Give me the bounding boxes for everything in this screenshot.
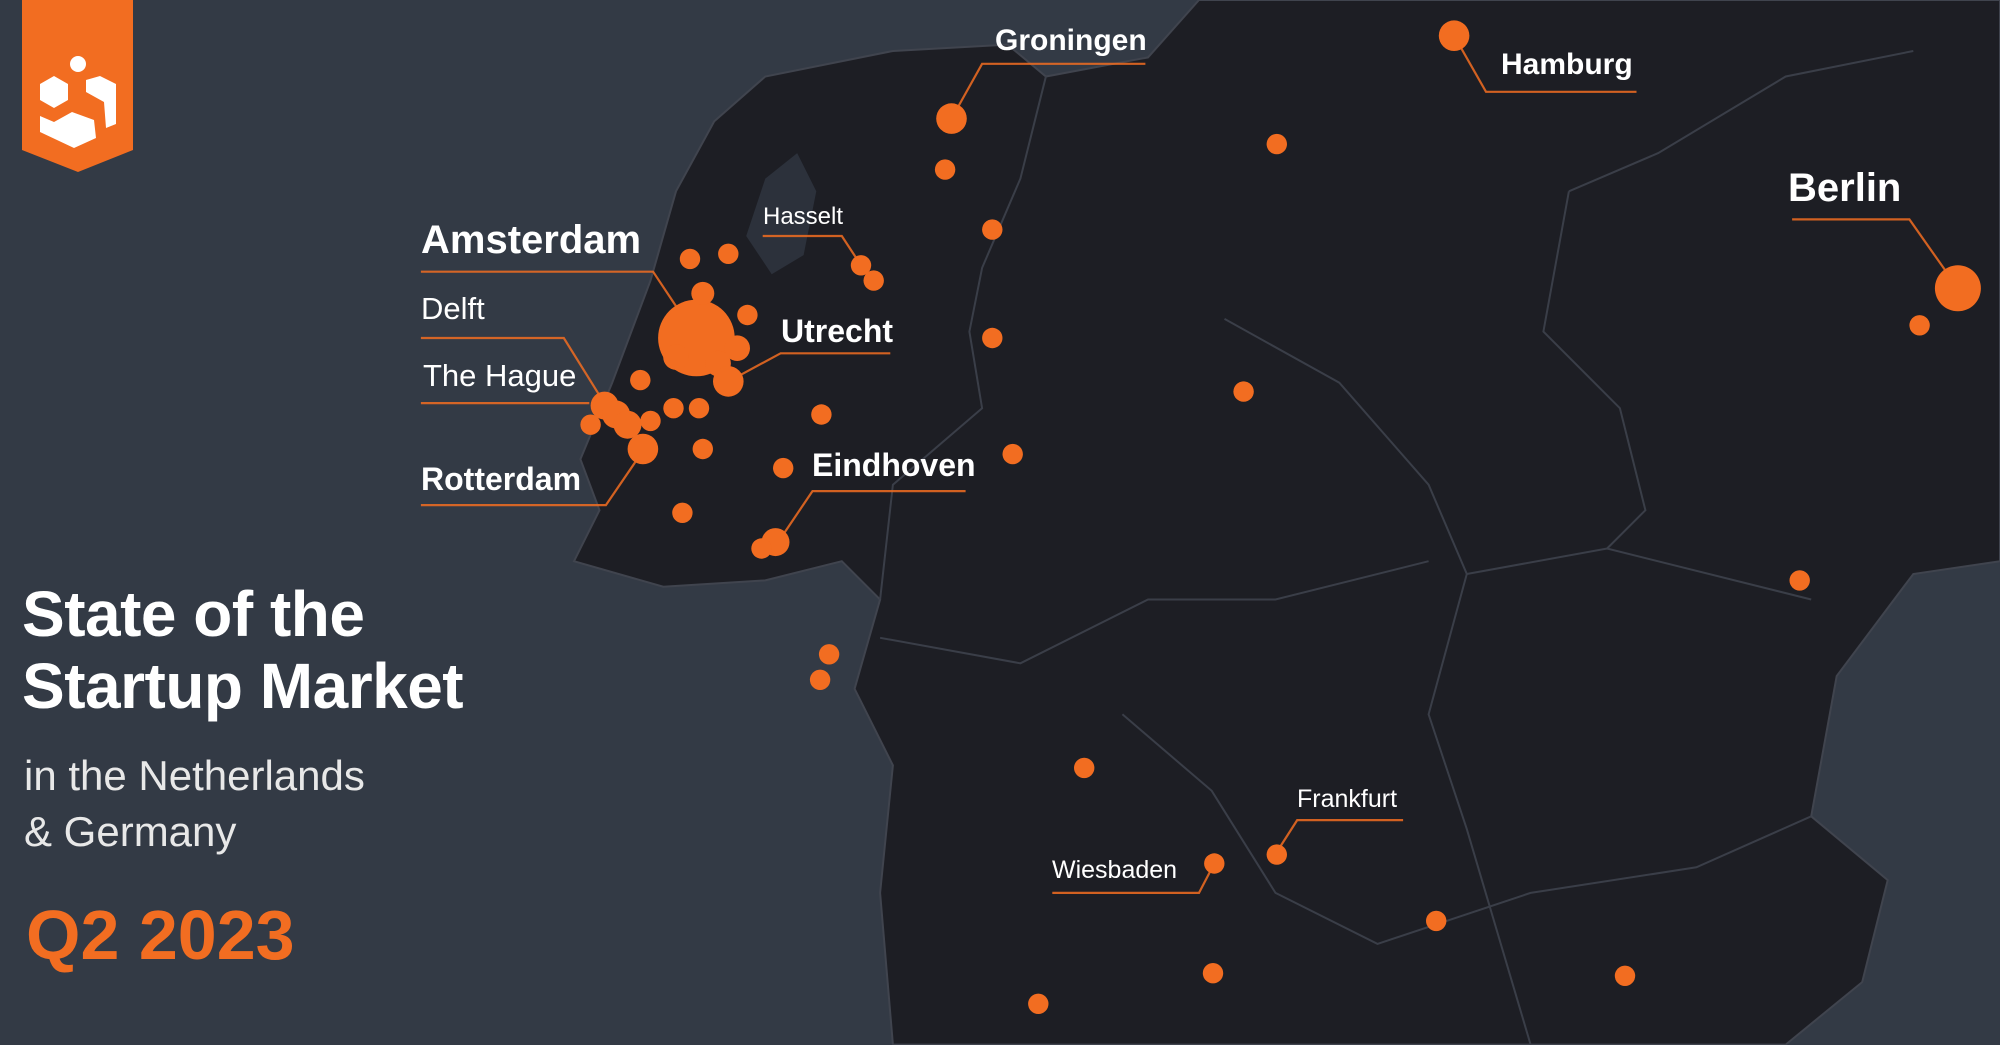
- startup-marker: [613, 410, 642, 439]
- startup-marker: [1074, 757, 1095, 779]
- leader-line: [762, 234, 862, 266]
- label-delft: Delft: [421, 291, 485, 326]
- startup-marker: [936, 103, 967, 134]
- region-border: [879, 76, 1047, 600]
- startup-marker: [627, 433, 659, 465]
- label-amsterdam: Amsterdam: [421, 218, 641, 262]
- startup-marker: [1002, 443, 1023, 465]
- subtitle-line-2: & Germany: [24, 808, 237, 855]
- leader-line: [420, 336, 601, 396]
- startup-marker: [580, 414, 601, 435]
- startup-markers: [580, 20, 1981, 1014]
- startup-marker: [737, 304, 758, 326]
- period-label: Q2 2023: [26, 896, 295, 974]
- leader-line: [1453, 35, 1637, 93]
- startup-marker: [1028, 993, 1049, 1014]
- label-wiesbaden: Wiesbaden: [1052, 856, 1177, 884]
- label-hamburg: Hamburg: [1501, 48, 1633, 81]
- label-rotterdam: Rotterdam: [421, 461, 581, 497]
- startup-marker: [672, 502, 693, 523]
- label-frankfurt: Frankfurt: [1297, 785, 1397, 813]
- startup-marker: [850, 255, 872, 276]
- startup-marker: [934, 159, 956, 180]
- leader-line: [420, 270, 677, 307]
- startup-marker: [811, 404, 832, 425]
- startup-marker: [679, 248, 701, 270]
- startup-marker: [713, 366, 744, 397]
- region-borders: [879, 50, 1914, 1045]
- startup-marker: [773, 457, 794, 479]
- label-leader-lines: [420, 35, 1959, 895]
- startup-marker: [630, 369, 651, 391]
- leader-line: [777, 490, 966, 543]
- region-border: [1568, 50, 1914, 193]
- leader-line: [950, 62, 1146, 120]
- startup-marker: [1233, 381, 1254, 402]
- startup-marker: [1789, 570, 1810, 591]
- label-the-hague: The Hague: [423, 358, 576, 393]
- startup-marker: [692, 438, 713, 460]
- leader-line: [1275, 818, 1404, 853]
- startup-marker: [1438, 20, 1470, 51]
- startup-marker: [1202, 963, 1224, 984]
- startup-marker: [1934, 265, 1981, 312]
- label-utrecht: Utrecht: [781, 313, 893, 349]
- startup-marker: [1266, 844, 1288, 865]
- startup-marker: [863, 270, 884, 291]
- startup-marker: [1204, 853, 1225, 874]
- startup-marker: [724, 335, 750, 362]
- startup-marker: [818, 644, 840, 665]
- region-border: [879, 560, 1429, 665]
- startup-marker: [1909, 315, 1930, 336]
- startup-marker: [663, 398, 684, 419]
- leader-line: [420, 452, 643, 507]
- region-border: [1542, 191, 1647, 550]
- land-netherlands-germany: [572, 0, 2000, 1045]
- title-line-1: State of the: [22, 578, 365, 650]
- subtitle-line-1: in the Netherlands: [24, 752, 365, 799]
- label-groningen: Groningen: [995, 24, 1147, 57]
- leader-line: [1792, 218, 1959, 289]
- startup-marker: [718, 243, 739, 264]
- startup-marker: [688, 398, 710, 419]
- label-eindhoven: Eindhoven: [812, 447, 976, 483]
- label-hasselt: Hasselt: [763, 203, 843, 230]
- startup-marker: [751, 538, 772, 559]
- ijsselmeer: [746, 153, 817, 275]
- label-berlin: Berlin: [1788, 166, 1901, 210]
- startup-marker: [663, 344, 689, 370]
- title-line-2: Startup Market: [22, 650, 464, 722]
- startup-marker: [1614, 965, 1636, 986]
- startup-marker: [691, 281, 715, 305]
- startup-marker: [1426, 910, 1447, 932]
- startup-marker: [640, 410, 661, 432]
- region-border: [1121, 713, 1812, 945]
- startup-marker: [809, 669, 831, 690]
- startup-marker: [982, 219, 1003, 240]
- logo-icon: [22, 0, 133, 172]
- city-labels: Groningen Hamburg Berlin Amsterdam Delft…: [421, 24, 1901, 884]
- startup-marker: [1266, 133, 1288, 155]
- leader-line: [732, 352, 891, 380]
- leader-line: [1052, 862, 1216, 895]
- startup-marker: [982, 327, 1003, 349]
